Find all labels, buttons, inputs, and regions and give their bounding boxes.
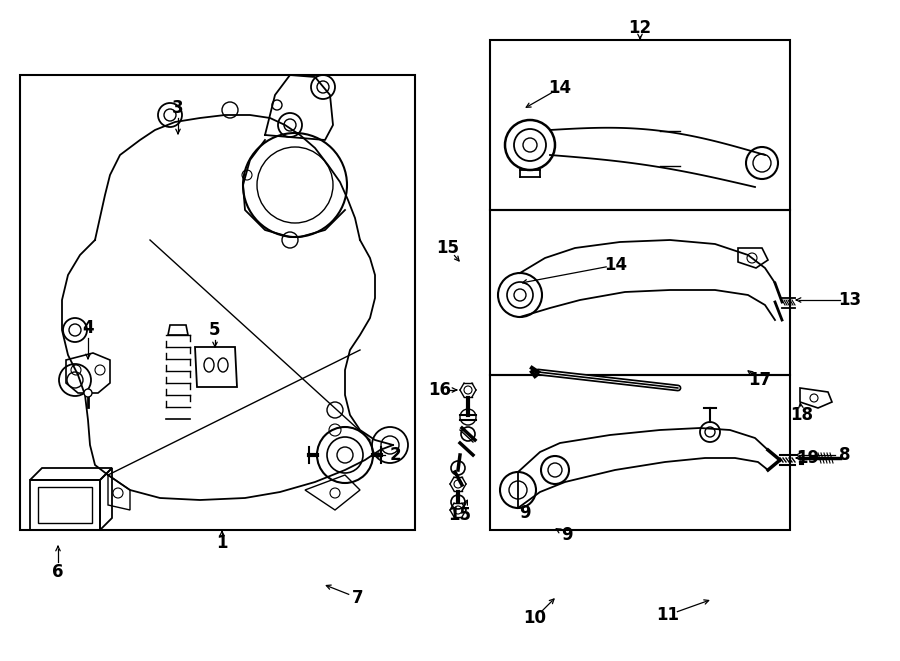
Text: 18: 18 xyxy=(790,406,814,424)
Text: 3: 3 xyxy=(172,99,184,117)
Text: 14: 14 xyxy=(548,79,572,97)
Text: 9: 9 xyxy=(519,504,531,522)
Text: 4: 4 xyxy=(82,319,94,337)
Text: 1: 1 xyxy=(216,534,228,552)
Text: 5: 5 xyxy=(209,321,220,339)
Text: 12: 12 xyxy=(628,19,652,37)
Bar xyxy=(20,75,415,530)
Bar xyxy=(490,40,790,210)
Text: 19: 19 xyxy=(796,449,820,467)
Text: 7: 7 xyxy=(352,589,364,607)
Bar xyxy=(490,210,790,375)
Text: 11: 11 xyxy=(656,606,680,624)
Text: 2: 2 xyxy=(389,446,400,464)
Text: 17: 17 xyxy=(749,371,771,389)
Circle shape xyxy=(84,389,92,397)
Text: 13: 13 xyxy=(839,291,861,309)
Text: 9: 9 xyxy=(562,526,572,544)
Text: 8: 8 xyxy=(839,446,850,464)
Text: 14: 14 xyxy=(605,256,627,274)
Text: 6: 6 xyxy=(52,563,64,581)
Text: 16: 16 xyxy=(428,381,452,399)
Bar xyxy=(490,375,790,530)
Text: 15: 15 xyxy=(436,239,460,257)
Text: 10: 10 xyxy=(524,609,546,627)
Text: 15: 15 xyxy=(448,506,472,524)
